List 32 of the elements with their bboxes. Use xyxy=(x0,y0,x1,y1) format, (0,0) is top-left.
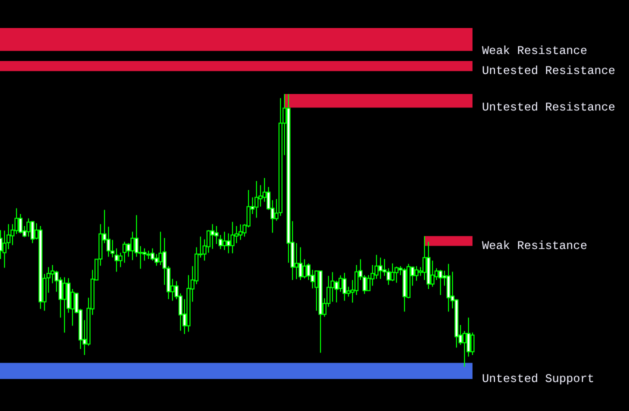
candlestick xyxy=(378,257,382,280)
candlestick xyxy=(298,246,302,280)
candlestick xyxy=(226,232,230,254)
candlestick xyxy=(230,221,234,254)
band-label: Weak Resistance xyxy=(482,238,588,253)
candlestick xyxy=(222,231,226,250)
candlestick xyxy=(394,266,398,284)
candlestick xyxy=(314,270,318,312)
candlestick xyxy=(302,258,306,279)
candlestick xyxy=(294,242,298,280)
candlestick xyxy=(446,263,450,312)
candlestick xyxy=(342,272,346,302)
candlestick xyxy=(238,224,242,240)
candlestick xyxy=(430,260,434,288)
candlestick xyxy=(122,241,126,264)
candlestick xyxy=(390,262,394,282)
band-label: Untested Resistance xyxy=(482,64,616,78)
candlestick xyxy=(422,236,426,280)
candlestick xyxy=(330,272,334,302)
candlestick xyxy=(210,224,214,250)
band-label: Untested Resistance xyxy=(482,100,616,115)
candlestick xyxy=(26,218,30,238)
candlestick xyxy=(158,231,162,266)
candlestick xyxy=(438,269,442,296)
candlestick xyxy=(62,276,66,334)
band-label: Weak Resistance xyxy=(482,44,588,58)
band-label: Untested Support xyxy=(482,372,594,386)
candlestick xyxy=(470,332,474,356)
candlestick xyxy=(254,180,258,218)
candlestick xyxy=(130,231,134,261)
candlestick xyxy=(414,266,418,282)
candlestick xyxy=(30,220,34,244)
